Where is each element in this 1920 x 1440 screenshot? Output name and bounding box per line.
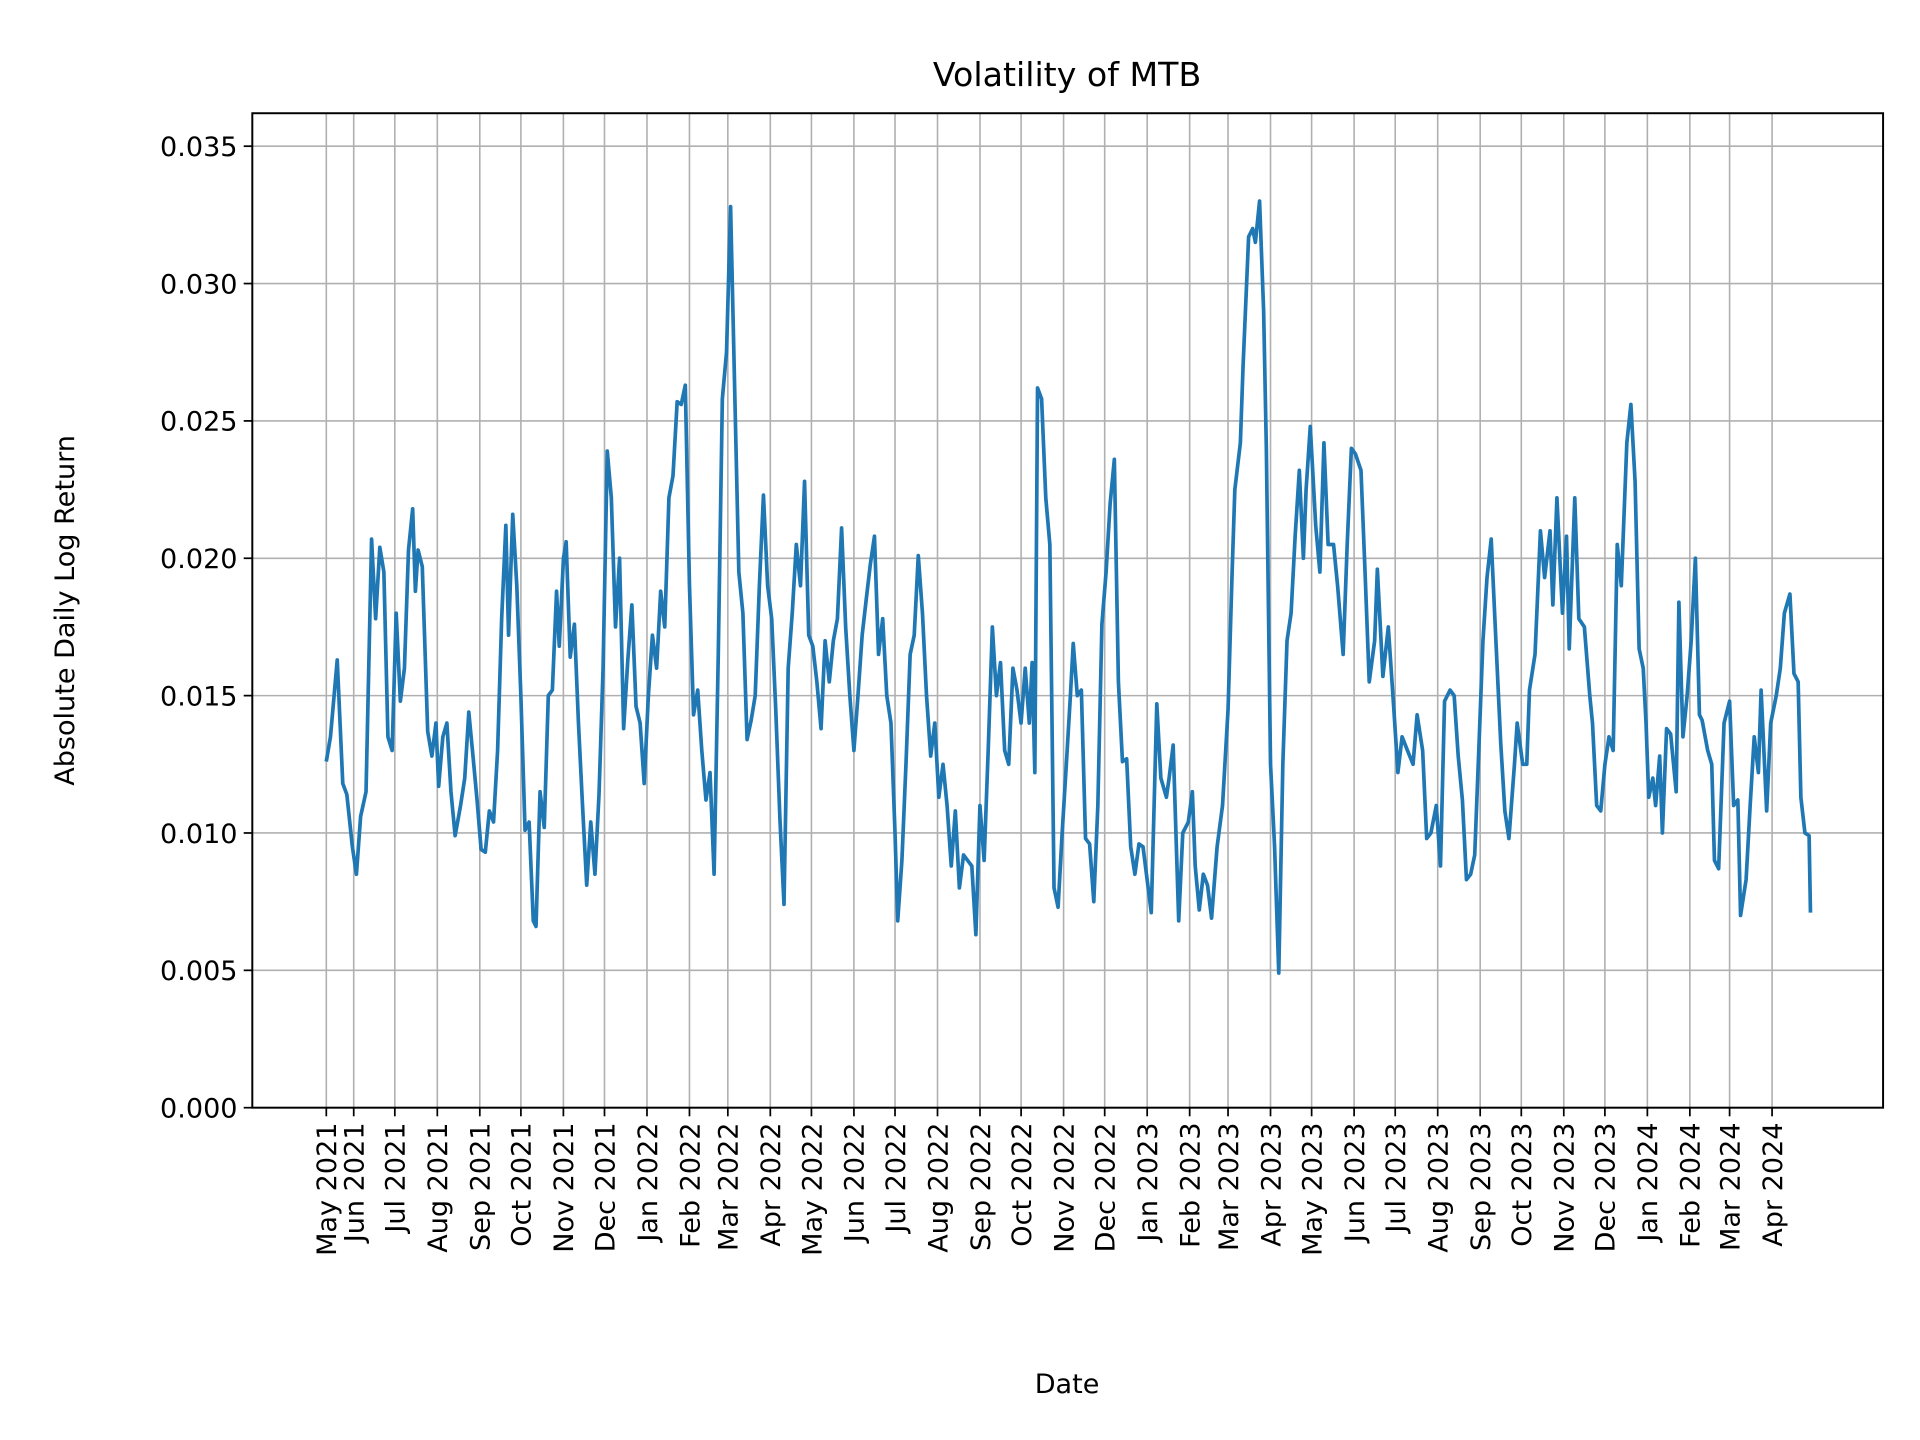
x-tick-label: Apr 2023 [1256,1122,1287,1246]
x-tick-label: Nov 2023 [1550,1122,1581,1252]
x-tick-label: Jan 2023 [1133,1122,1164,1243]
x-tick-label: Mar 2022 [714,1122,745,1251]
x-tick-label: Jul 2022 [881,1122,912,1234]
x-tick-label: Dec 2023 [1591,1122,1622,1252]
x-tick-label: Sep 2021 [466,1122,497,1250]
y-tick-label: 0.000 [160,1094,237,1125]
grid [252,113,1884,1109]
x-tick-label: Jul 2023 [1381,1122,1412,1234]
x-tick-label: Oct 2023 [1507,1122,1538,1246]
x-tick-label: Feb 2023 [1176,1122,1207,1247]
y-tick-label: 0.010 [160,819,237,850]
x-tick-label: May 2021 [312,1122,343,1255]
x-tick-label: May 2023 [1297,1122,1328,1255]
x-tick-label: Aug 2023 [1424,1122,1455,1252]
x-tick-label: Feb 2022 [675,1122,706,1247]
x-tick-label: Mar 2023 [1214,1122,1245,1251]
x-tick-label: Jun 2022 [840,1122,871,1244]
x-tick-label: Aug 2022 [923,1122,954,1252]
x-tick-label: Feb 2024 [1676,1122,1707,1247]
y-tick-label: 0.020 [160,544,237,575]
x-tick-label: Oct 2022 [1007,1122,1038,1246]
x-axis-label: Date [1035,1369,1100,1400]
y-tick-label: 0.005 [160,956,237,987]
x-tick-label: Dec 2022 [1091,1122,1122,1252]
x-tick-label: Sep 2023 [1466,1122,1497,1250]
chart-title: Volatility of MTB [933,55,1201,94]
x-tick-label: Sep 2022 [966,1122,997,1250]
plot-frame [251,112,1885,1109]
x-tick-label: Mar 2024 [1715,1122,1746,1251]
y-axis: 0.000 0.005 0.010 0.015 0.020 0.025 0.030 0.035 [160,132,253,1125]
x-tick-label: Oct 2021 [507,1122,538,1246]
x-tick-label: Dec 2021 [590,1122,621,1252]
y-tick-label: 0.015 [160,681,237,712]
x-tick-label: Jan 2024 [1633,1122,1664,1243]
y-tick-label: 0.030 [160,269,237,300]
x-tick-label: Nov 2021 [549,1122,580,1252]
volatility-series-line [324,199,1813,975]
y-axis-label: Absolute Daily Log Return [50,435,81,786]
x-tick-label: Jul 2021 [381,1122,412,1234]
x-tick-label: May 2022 [797,1122,828,1255]
x-tick-label: Apr 2022 [756,1122,787,1246]
x-tick-label: Jan 2022 [633,1122,664,1243]
x-tick-label: Jun 2023 [1340,1122,1371,1244]
y-tick-label: 0.025 [160,407,237,438]
series-layer [324,199,1813,975]
x-tick-label: Aug 2021 [423,1122,454,1252]
x-tick-label: Apr 2024 [1758,1122,1789,1246]
x-tick-label: Jun 2021 [340,1122,371,1244]
y-tick-label: 0.035 [160,132,237,163]
x-tick-label: Nov 2022 [1049,1122,1080,1252]
